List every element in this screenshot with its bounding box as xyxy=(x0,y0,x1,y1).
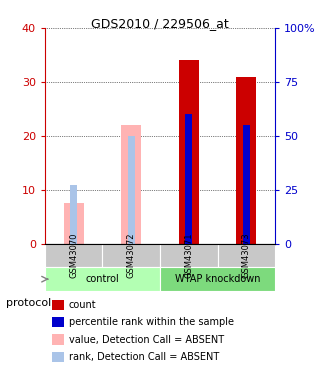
Bar xyxy=(45,244,102,267)
Bar xyxy=(128,136,135,244)
Text: control: control xyxy=(85,274,119,284)
Text: GSM43073: GSM43073 xyxy=(242,233,251,278)
Bar xyxy=(102,244,160,267)
Bar xyxy=(52,300,64,310)
Bar xyxy=(179,60,199,244)
Bar xyxy=(63,203,84,244)
Bar xyxy=(52,317,64,327)
Bar xyxy=(70,184,77,244)
Bar xyxy=(160,267,275,291)
Bar xyxy=(185,114,192,244)
Text: rank, Detection Call = ABSENT: rank, Detection Call = ABSENT xyxy=(69,352,219,362)
Text: count: count xyxy=(69,300,97,310)
Bar xyxy=(52,334,64,345)
Bar xyxy=(45,267,160,291)
Bar xyxy=(236,76,257,244)
Text: GSM43071: GSM43071 xyxy=(184,233,193,278)
Text: GSM43070: GSM43070 xyxy=(69,233,78,278)
Text: WTAP knockdown: WTAP knockdown xyxy=(175,274,260,284)
Text: percentile rank within the sample: percentile rank within the sample xyxy=(69,317,234,327)
Text: value, Detection Call = ABSENT: value, Detection Call = ABSENT xyxy=(69,334,224,345)
Text: GSM43072: GSM43072 xyxy=(127,233,136,278)
Bar xyxy=(218,244,275,267)
Bar xyxy=(243,125,250,244)
Text: GDS2010 / 229506_at: GDS2010 / 229506_at xyxy=(91,17,229,30)
Bar xyxy=(52,352,64,362)
Bar xyxy=(121,125,141,244)
Text: protocol: protocol xyxy=(6,298,52,307)
Bar xyxy=(160,244,218,267)
